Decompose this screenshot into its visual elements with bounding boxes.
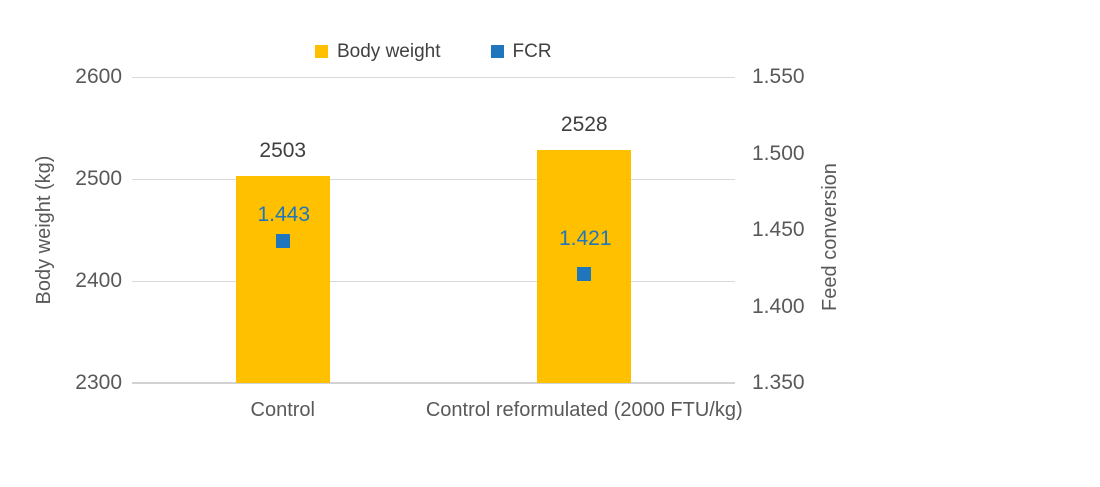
gridline <box>132 280 735 282</box>
legend-item: Body weight <box>315 42 441 61</box>
right-axis-tick: 1.450 <box>752 218 805 241</box>
gridline <box>132 178 735 180</box>
legend-swatch-icon <box>315 45 328 58</box>
category-label: Control reformulated (2000 FTU/kg) <box>425 399 743 421</box>
fcr-value-label: 1.421 <box>558 226 612 250</box>
legend-label: Body weight <box>337 41 441 62</box>
right-axis-title: Feed conversion <box>819 163 841 311</box>
left-axis-tick: 2500 <box>75 167 122 190</box>
fcr-marker <box>275 233 290 248</box>
x-axis-line <box>132 382 735 384</box>
bar <box>235 175 330 383</box>
category-label: Control <box>250 399 315 421</box>
gridline <box>132 76 735 78</box>
left-axis-tick: 2400 <box>75 269 122 292</box>
left-axis-tick: 2300 <box>75 371 122 394</box>
right-axis-tick: 1.400 <box>752 294 805 318</box>
fcr-value-label: 1.443 <box>257 203 311 227</box>
legend-label: FCR <box>512 41 552 62</box>
right-axis-tick: 1.350 <box>752 371 805 394</box>
right-axis-tick: 1.500 <box>752 141 805 165</box>
legend-swatch-icon <box>490 45 504 58</box>
right-axis-tick: 1.550 <box>752 65 805 88</box>
bar-value-label: 2528 <box>560 113 608 137</box>
legend-item: FCR <box>490 41 552 62</box>
bar <box>537 150 632 383</box>
legend: Body weight FCR <box>315 42 552 61</box>
fcr-marker <box>577 267 592 282</box>
bar-value-label: 2503 <box>259 138 307 162</box>
left-axis-tick: 2600 <box>75 65 122 88</box>
